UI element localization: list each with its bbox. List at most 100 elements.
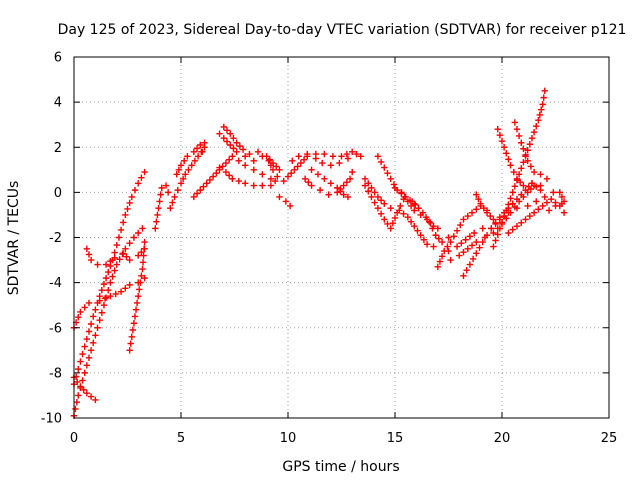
- y-axis-label: SDTVAR / TECUs: [6, 181, 22, 296]
- data-point: [123, 253, 130, 260]
- data-point: [417, 211, 424, 219]
- data-point: [470, 229, 478, 237]
- data-point: [500, 213, 508, 220]
- data-point: [346, 175, 354, 183]
- x-tick-label: 15: [387, 431, 404, 446]
- data-point: [381, 164, 388, 171]
- data-point: [194, 153, 202, 160]
- data-point: [250, 166, 257, 174]
- data-point: [438, 253, 446, 260]
- data-point: [131, 313, 139, 320]
- data-point: [87, 320, 95, 328]
- data-point: [96, 297, 103, 304]
- data-point: [533, 198, 540, 205]
- data-point: [400, 210, 407, 218]
- data-point: [404, 198, 412, 205]
- data-point: [343, 179, 351, 186]
- data-point: [92, 396, 99, 404]
- series-track-14: [280, 150, 360, 185]
- data-point: [102, 294, 110, 301]
- data-point: [81, 343, 88, 350]
- data-point: [141, 274, 148, 282]
- data-point: [530, 209, 538, 216]
- data-point: [468, 209, 476, 216]
- data-point: [128, 193, 135, 201]
- data-point: [286, 202, 294, 210]
- data-point: [182, 171, 189, 178]
- y-tick-label: 0: [54, 186, 62, 201]
- data-point: [242, 180, 249, 187]
- data-point: [138, 272, 145, 280]
- data-point: [129, 326, 137, 334]
- data-point: [269, 166, 277, 174]
- data-point: [513, 195, 521, 203]
- data-point: [498, 219, 506, 226]
- data-point: [462, 236, 469, 243]
- data-point: [230, 135, 237, 142]
- data-point: [438, 238, 446, 246]
- data-point: [507, 162, 514, 169]
- data-point: [548, 195, 555, 203]
- data-point: [513, 175, 521, 183]
- data-point: [162, 182, 170, 189]
- data-point: [389, 220, 397, 227]
- data-point: [349, 168, 356, 176]
- data-point: [230, 145, 237, 152]
- data-point: [109, 273, 116, 280]
- data-point: [457, 221, 464, 229]
- data-point: [316, 186, 324, 194]
- data-point: [537, 171, 544, 178]
- data-point: [177, 180, 185, 187]
- data-point: [490, 229, 497, 237]
- data-point: [407, 202, 415, 210]
- data-point: [122, 245, 129, 252]
- data-point: [475, 195, 482, 203]
- data-point: [411, 207, 418, 214]
- data-point: [479, 225, 486, 232]
- data-point: [371, 189, 378, 196]
- data-point: [200, 183, 207, 190]
- data-point: [535, 116, 542, 124]
- data-point: [325, 191, 332, 198]
- data-point: [522, 186, 529, 194]
- data-point: [312, 150, 320, 158]
- data-point: [460, 216, 467, 223]
- data-point: [83, 362, 91, 369]
- data-point: [447, 256, 454, 264]
- data-point: [126, 281, 133, 289]
- series-track-30: [511, 119, 551, 183]
- data-point: [271, 177, 279, 185]
- y-tick-label: -2: [49, 231, 62, 246]
- data-point: [390, 181, 398, 188]
- data-point: [133, 299, 141, 307]
- data-point: [374, 204, 382, 212]
- data-point: [259, 171, 266, 178]
- data-point: [157, 191, 164, 198]
- data-point: [130, 320, 138, 327]
- data-point: [219, 163, 226, 170]
- data-point: [107, 292, 114, 300]
- x-tick-label: 0: [70, 431, 78, 446]
- data-point: [496, 213, 504, 221]
- data-point: [139, 225, 146, 232]
- data-point: [193, 190, 201, 197]
- data-point: [140, 245, 148, 252]
- data-point: [113, 261, 120, 268]
- data-point: [289, 157, 296, 164]
- data-point: [300, 156, 308, 163]
- data-point: [297, 159, 305, 167]
- data-point: [229, 153, 236, 160]
- data-point: [131, 186, 139, 194]
- data-point: [77, 358, 84, 365]
- data-point: [460, 248, 467, 256]
- series-track-18: [308, 166, 352, 201]
- data-point: [116, 256, 123, 263]
- x-tick-label: 5: [177, 431, 185, 446]
- data-point: [434, 263, 441, 271]
- data-point: [524, 147, 531, 154]
- data-point: [522, 216, 529, 223]
- data-point: [545, 207, 553, 214]
- data-point: [513, 223, 521, 230]
- data-point: [558, 193, 566, 201]
- data-point: [371, 199, 378, 206]
